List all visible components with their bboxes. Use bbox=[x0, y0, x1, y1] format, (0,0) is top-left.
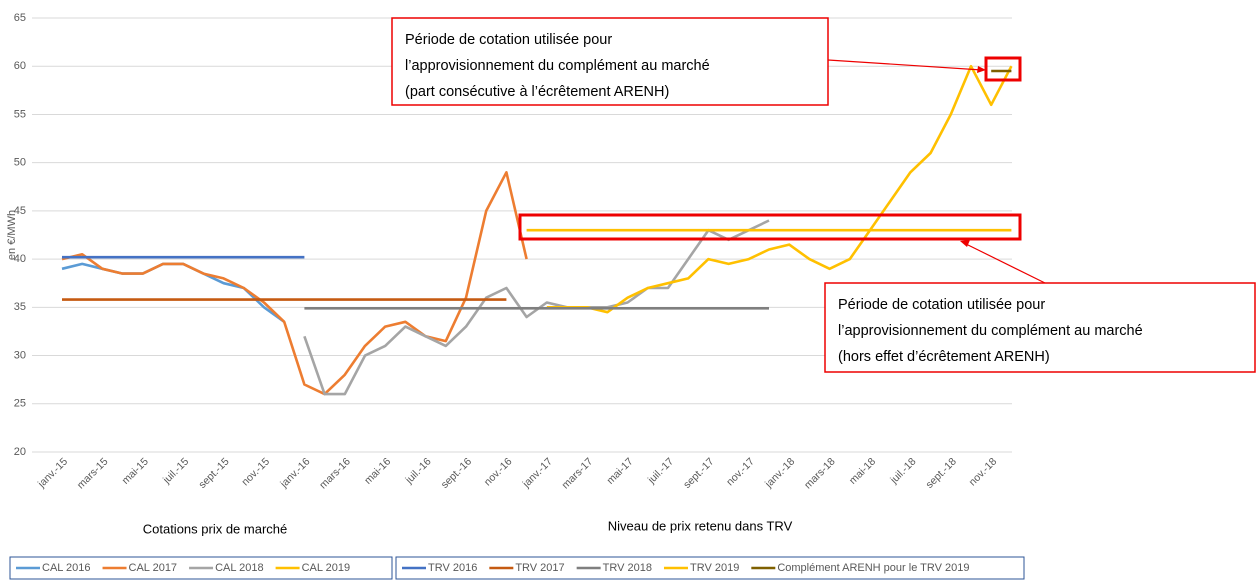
x-tick-label: juil.-18 bbox=[887, 455, 918, 486]
x-tick-label: mai-16 bbox=[362, 455, 393, 486]
x-tick-label: janv.-16 bbox=[277, 455, 312, 490]
group-label: Cotations prix de marché bbox=[143, 521, 288, 536]
annotation-text: (hors effet d’écrêtement ARENH) bbox=[838, 349, 1050, 365]
x-tick-label: mars-16 bbox=[317, 455, 353, 491]
legend-label: TRV 2019 bbox=[690, 562, 739, 574]
x-tick-label: janv.-17 bbox=[520, 455, 555, 490]
legend-label: Complément ARENH pour le TRV 2019 bbox=[777, 562, 969, 574]
x-tick-label: mai-17 bbox=[604, 455, 635, 486]
legend-box bbox=[395, 556, 1025, 580]
x-tick-label: sept.-16 bbox=[439, 455, 474, 490]
annotation-text: l’approvisionnement du complément au mar… bbox=[405, 58, 710, 74]
x-tick-label: sept.-15 bbox=[196, 455, 231, 490]
annotation-text: l’approvisionnement du complément au mar… bbox=[838, 323, 1143, 339]
y-tick-label: 25 bbox=[14, 398, 26, 410]
annotation-box bbox=[391, 17, 829, 106]
arrow-head bbox=[977, 66, 986, 73]
highlight bbox=[984, 56, 1022, 82]
arrow-head bbox=[960, 240, 970, 247]
y-tick-label: 65 bbox=[14, 12, 26, 24]
arrow bbox=[827, 59, 983, 71]
annotation-text: Période de cotation utilisée pour bbox=[405, 32, 612, 48]
legend-label: CAL 2017 bbox=[129, 562, 178, 574]
x-tick-label: mai-18 bbox=[847, 455, 878, 486]
y-tick-label: 30 bbox=[14, 349, 26, 361]
legend-label: TRV 2018 bbox=[603, 562, 652, 574]
x-tick-label: mars-18 bbox=[802, 455, 838, 491]
legend-label: TRV 2017 bbox=[515, 562, 564, 574]
x-tick-label: nov.-16 bbox=[482, 455, 515, 488]
x-tick-label: nov.-15 bbox=[239, 455, 272, 488]
group-label: Niveau de prix retenu dans TRV bbox=[608, 518, 793, 533]
x-tick-label: juil.-15 bbox=[160, 455, 191, 486]
x-tick-label: mai-15 bbox=[120, 455, 151, 486]
x-tick-label: janv.-15 bbox=[35, 455, 70, 490]
x-tick-label: sept.-17 bbox=[681, 455, 716, 490]
x-tick-label: janv.-18 bbox=[762, 455, 797, 490]
legend-box bbox=[9, 556, 393, 580]
x-tick-label: sept.-18 bbox=[924, 455, 959, 490]
x-tick-label: nov.-18 bbox=[967, 455, 1000, 488]
annotation-text: Période de cotation utilisée pour bbox=[838, 297, 1045, 313]
highlight bbox=[518, 213, 1022, 241]
x-tick-label: mars-17 bbox=[560, 455, 596, 491]
y-tick-label: 45 bbox=[14, 205, 26, 217]
annotation-text: (part consécutive à l’écrêtement ARENH) bbox=[405, 84, 669, 100]
arrow bbox=[963, 242, 1046, 284]
series-line bbox=[61, 171, 528, 396]
y-tick-label: 60 bbox=[14, 60, 26, 72]
annotation-box bbox=[824, 282, 1256, 373]
x-tick-label: juil.-17 bbox=[645, 455, 676, 486]
y-tick-label: 55 bbox=[14, 108, 26, 120]
legend-label: CAL 2018 bbox=[215, 562, 264, 574]
y-tick-label: 50 bbox=[14, 157, 26, 169]
legend-label: CAL 2016 bbox=[42, 562, 91, 574]
series-line bbox=[303, 219, 770, 396]
x-tick-label: juil.-16 bbox=[403, 455, 434, 486]
x-tick-label: nov.-17 bbox=[724, 455, 757, 488]
x-tick-label: mars-15 bbox=[75, 455, 111, 491]
y-tick-label: 35 bbox=[14, 301, 26, 313]
series-line bbox=[546, 64, 1013, 314]
legend-label: TRV 2016 bbox=[428, 562, 477, 574]
y-axis-label: en €/MWh bbox=[6, 210, 18, 260]
y-tick-label: 40 bbox=[14, 253, 26, 265]
y-tick-label: 20 bbox=[14, 446, 26, 458]
legend-label: CAL 2019 bbox=[302, 562, 351, 574]
